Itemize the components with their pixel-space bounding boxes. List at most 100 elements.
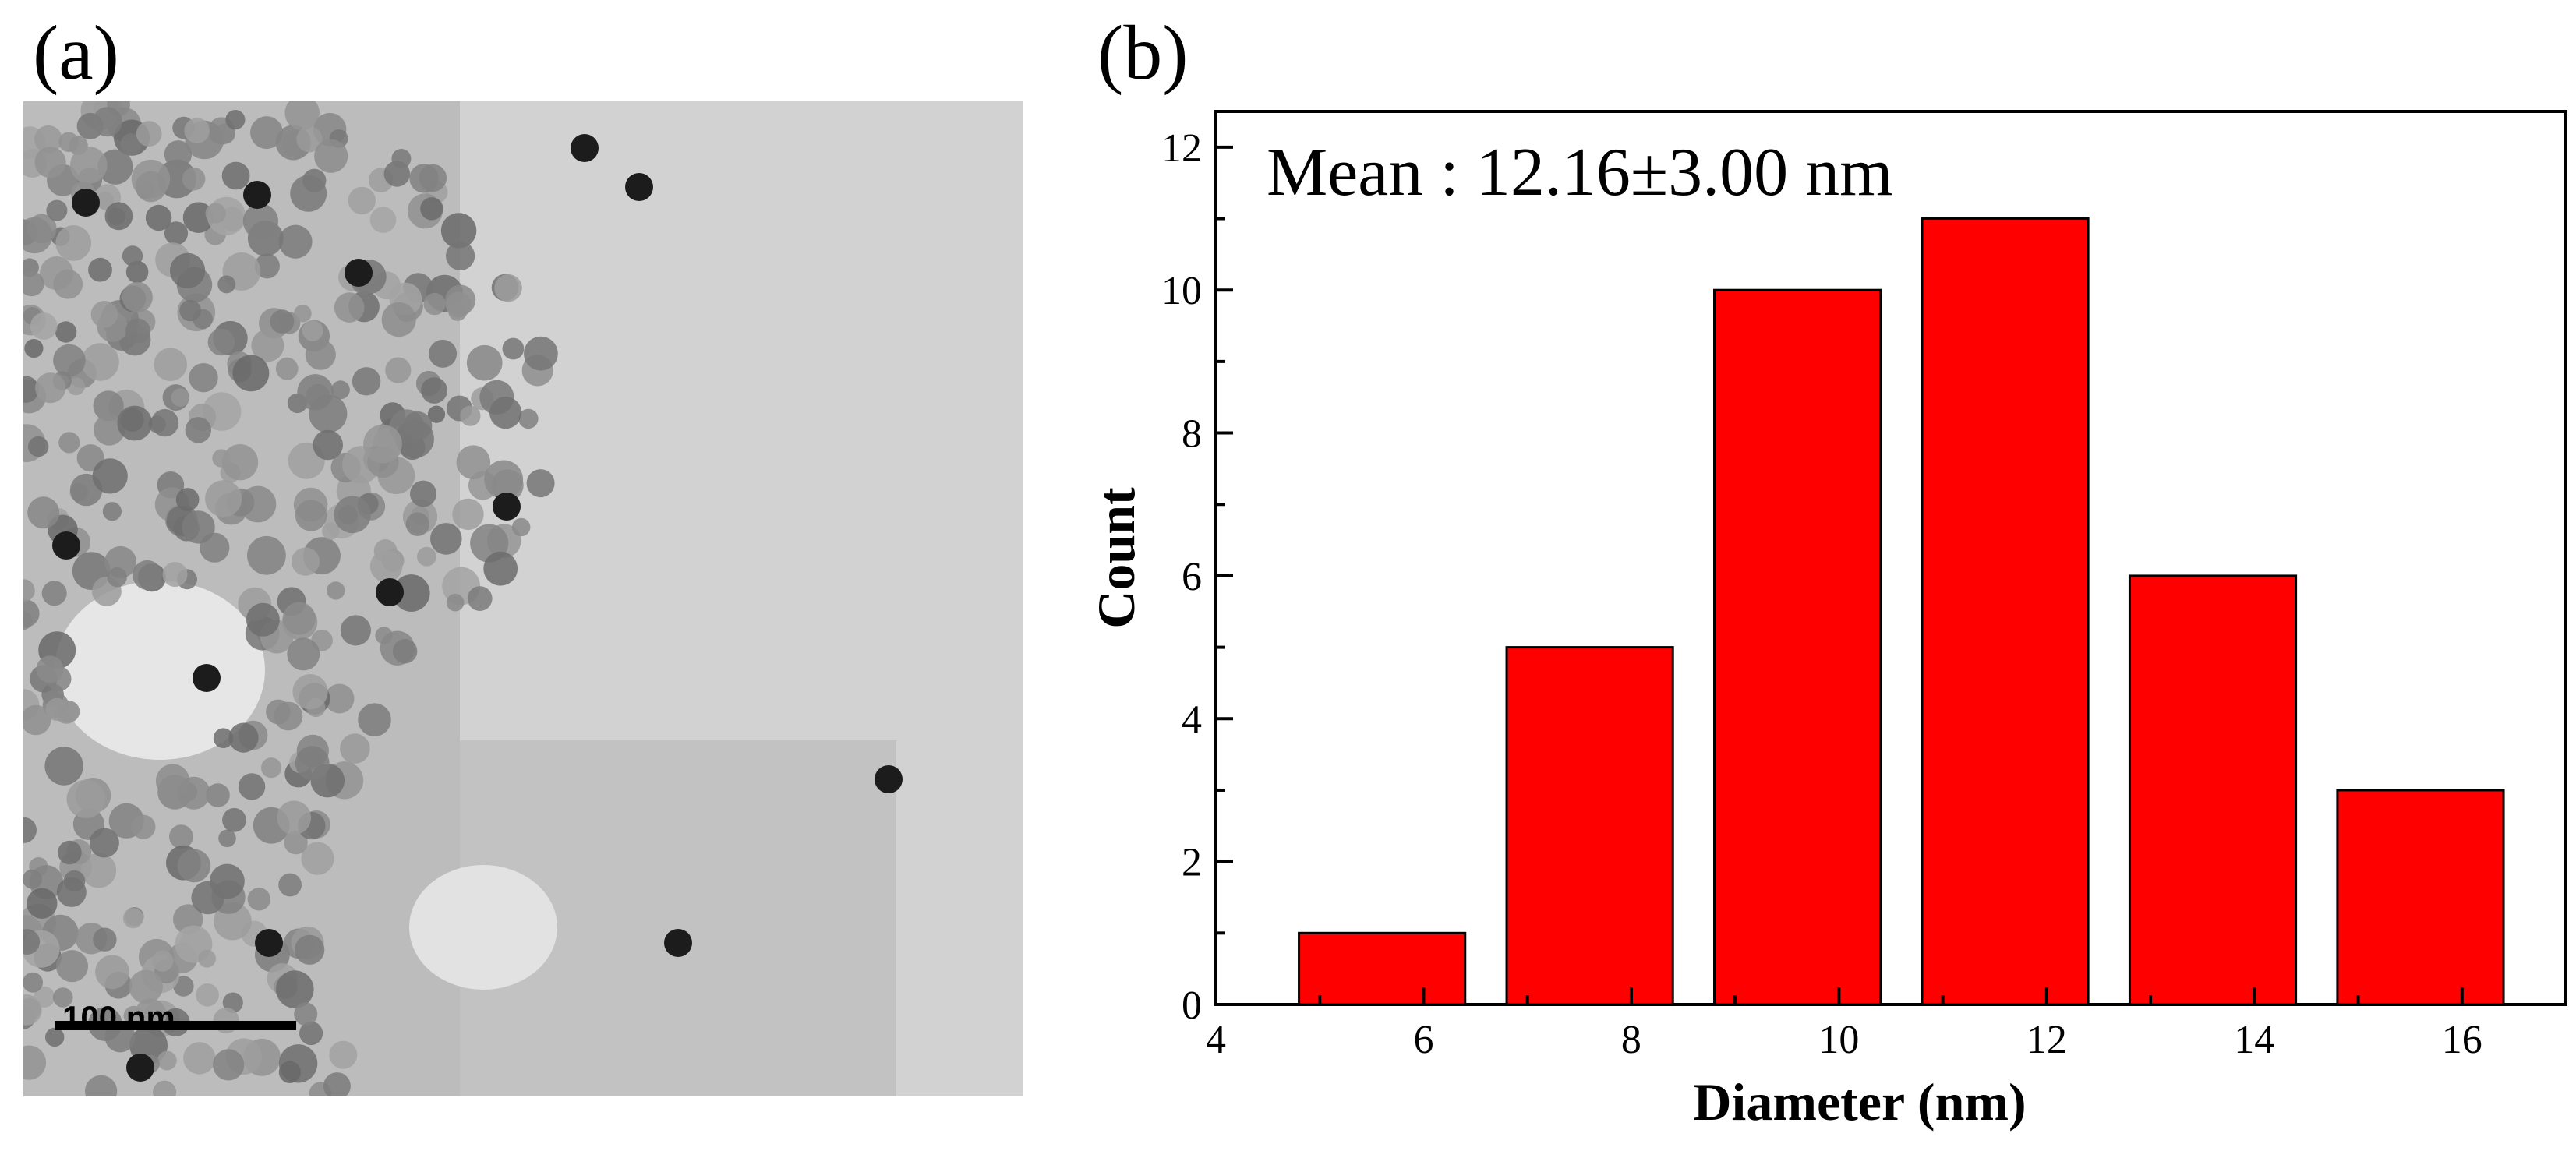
nanoparticle	[44, 747, 83, 786]
nanoparticle	[284, 101, 320, 131]
nanoparticle	[278, 224, 313, 259]
dark-nanoparticle	[493, 493, 521, 521]
nanoparticle	[24, 339, 44, 358]
nanoparticle	[46, 199, 68, 221]
nanoparticle	[35, 372, 66, 404]
nanoparticle	[23, 579, 35, 602]
nanoparticle	[56, 877, 87, 907]
nanoparticle	[385, 357, 412, 383]
nanoparticle	[151, 950, 174, 972]
nanoparticle	[95, 955, 129, 990]
dark-nanoparticle	[193, 664, 221, 692]
nanoparticle	[52, 987, 73, 1008]
nanoparticle	[323, 1072, 351, 1096]
nanoparticle	[238, 773, 266, 800]
dark-nanoparticle	[345, 259, 373, 287]
dark-nanoparticle	[255, 929, 283, 957]
nanoparticle	[369, 207, 397, 233]
nanoparticle	[466, 344, 503, 381]
nanoparticle	[242, 203, 278, 239]
nanoparticle	[135, 171, 167, 203]
nanoparticle	[157, 1050, 177, 1071]
nanoparticle	[207, 328, 235, 356]
nanoparticle	[254, 253, 280, 279]
nanoparticle	[55, 321, 77, 343]
y-tick-label: 10	[1161, 269, 1202, 313]
nanoparticle	[403, 411, 433, 441]
x-tick-label: 10	[1818, 1018, 1859, 1062]
dark-nanoparticle	[376, 578, 404, 606]
x-tick-label: 6	[1413, 1018, 1433, 1062]
axes-group: 4 6 8 10 12 14 16 0 2 4 6 8 10 12	[1161, 126, 2482, 1062]
nanoparticle	[225, 110, 246, 130]
nanoparticle	[164, 140, 193, 168]
nanoparticle	[524, 336, 558, 371]
nanoparticle	[189, 363, 218, 393]
bar-2	[1713, 288, 1882, 1006]
nanoparticle	[246, 602, 280, 637]
nanoparticle	[218, 829, 236, 848]
nanoparticle	[467, 586, 493, 611]
dark-nanoparticle	[243, 181, 271, 209]
nanoparticle	[261, 757, 282, 779]
nanoparticle	[296, 126, 323, 153]
nanoparticle	[169, 824, 193, 849]
nanoparticle	[55, 950, 89, 983]
bar-5	[2336, 789, 2505, 1006]
nanoparticle	[334, 292, 365, 323]
y-tick-label: 8	[1182, 412, 1202, 457]
nanoparticle	[27, 888, 58, 919]
nanoparticle	[170, 252, 206, 288]
nanoparticle-image	[23, 101, 1023, 1096]
nanoparticle	[177, 849, 211, 883]
nanoparticle	[30, 312, 58, 340]
scale-bar	[55, 1021, 296, 1030]
nanoparticle	[221, 444, 259, 481]
nanoparticle	[104, 202, 133, 231]
nanoparticle	[66, 779, 105, 818]
nanoparticle	[34, 147, 66, 178]
nanoparticle	[182, 510, 215, 544]
nanoparticle	[183, 1042, 216, 1075]
nanoparticle	[440, 213, 477, 249]
nanoparticle	[392, 574, 430, 612]
nanoparticle	[85, 1075, 118, 1096]
nanoparticle	[340, 615, 371, 646]
nanoparticle	[270, 309, 295, 334]
y-tick-label: 12	[1161, 126, 1202, 171]
nanoparticle	[430, 523, 462, 555]
y-tick-label: 0	[1182, 983, 1202, 1028]
nanoparticle	[330, 380, 350, 400]
nanoparticle	[284, 830, 308, 855]
nanoparticle	[421, 377, 447, 404]
y-tick-label: 2	[1182, 841, 1202, 885]
nanoparticle	[278, 873, 302, 897]
nanoparticle	[445, 291, 472, 318]
nanoparticle	[58, 132, 79, 153]
nanoparticle	[502, 337, 525, 360]
nanoparticle	[391, 149, 412, 168]
nanoparticle	[274, 701, 303, 731]
nanoparticle	[456, 445, 491, 479]
dark-nanoparticle	[52, 531, 80, 560]
nanoparticle	[23, 611, 33, 630]
nanoparticle	[23, 376, 39, 403]
nanoparticle	[81, 343, 119, 381]
y-tick-label: 6	[1182, 555, 1202, 599]
nanoparticle	[214, 123, 235, 144]
nanoparticle	[491, 469, 524, 502]
nanoparticle	[164, 221, 189, 245]
nanoparticle	[70, 147, 108, 184]
clear-area	[409, 865, 557, 990]
nanoparticle	[363, 424, 402, 464]
nanoparticle	[23, 704, 51, 736]
nanoparticle	[122, 908, 143, 929]
nanoparticle	[23, 817, 37, 843]
nanoparticle	[340, 733, 370, 764]
tem-micrograph	[23, 101, 1023, 1096]
dark-nanoparticle	[571, 134, 599, 162]
nanoparticle	[131, 814, 156, 839]
nanoparticle	[221, 161, 250, 190]
nanoparticle	[358, 703, 391, 736]
nanoparticle	[518, 408, 539, 429]
